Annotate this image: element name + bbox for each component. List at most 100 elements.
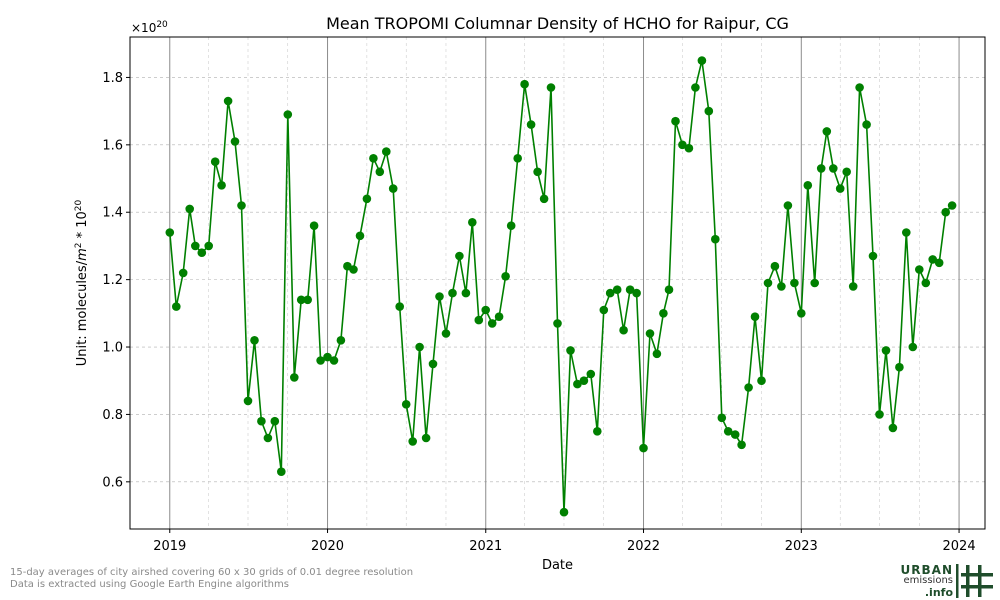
data-point xyxy=(810,278,819,288)
data-point xyxy=(513,154,522,163)
data-point xyxy=(612,285,622,295)
y-tick-label: 0.6 xyxy=(102,475,123,490)
data-point xyxy=(803,181,813,190)
data-point xyxy=(355,231,365,241)
data-point xyxy=(737,440,746,450)
data-point xyxy=(369,154,378,163)
data-point xyxy=(217,181,226,190)
y-tick-label: 1.8 xyxy=(102,71,123,86)
data-point xyxy=(448,288,457,298)
x-tick-label: 2019 xyxy=(153,539,186,554)
data-point xyxy=(763,278,773,288)
data-point xyxy=(421,433,431,443)
data-point xyxy=(553,319,562,328)
data-point xyxy=(711,234,720,244)
data-point xyxy=(546,83,556,92)
y-axis-label: Unit: molecules/m2 * 1020 xyxy=(74,199,90,366)
data-point xyxy=(704,106,714,116)
data-point xyxy=(270,416,280,426)
y-axis: 0.6 0.8 1.0 1.2 1.4 1.6 1.8 xyxy=(102,71,130,490)
data-point xyxy=(717,413,727,423)
data-point xyxy=(941,207,950,217)
data-point xyxy=(678,140,687,150)
data-point xyxy=(362,194,372,204)
data-point xyxy=(468,218,477,227)
data-point xyxy=(250,336,259,345)
data-point xyxy=(744,383,753,392)
data-point xyxy=(237,201,246,210)
data-point xyxy=(888,423,898,433)
series-markers xyxy=(165,56,957,517)
data-point xyxy=(263,433,273,443)
urbanemissions-logo: URBAN emissions .info xyxy=(898,562,998,600)
data-point xyxy=(520,79,529,89)
data-point xyxy=(329,356,339,365)
footnote-source: Data is extracted using Google Earth Eng… xyxy=(10,579,289,590)
chart-title: Mean TROPOMI Columnar Density of HCHO fo… xyxy=(326,14,789,33)
data-point xyxy=(797,309,806,318)
data-point xyxy=(848,282,858,291)
data-point xyxy=(586,369,596,379)
data-point xyxy=(323,352,332,362)
data-point xyxy=(934,258,944,268)
x-tick-label: 2022 xyxy=(627,539,660,554)
data-point xyxy=(697,56,707,65)
data-point xyxy=(664,285,674,295)
data-point xyxy=(908,342,918,352)
data-point xyxy=(539,194,549,204)
data-point xyxy=(862,120,871,129)
data-point xyxy=(455,251,464,261)
data-point xyxy=(481,305,491,315)
data-point xyxy=(395,302,405,311)
data-point xyxy=(599,305,609,315)
data-point xyxy=(277,467,286,477)
data-point xyxy=(783,201,793,210)
data-point xyxy=(526,120,536,129)
data-point xyxy=(303,295,313,305)
data-point xyxy=(947,201,957,210)
plot-frame xyxy=(129,36,986,530)
data-point xyxy=(487,319,497,328)
data-point xyxy=(210,157,220,166)
data-point xyxy=(902,228,911,237)
data-point xyxy=(185,204,194,214)
data-point xyxy=(822,127,832,136)
data-point xyxy=(579,376,589,386)
data-point xyxy=(625,285,635,295)
y-tick-label: 1.2 xyxy=(102,273,123,288)
data-point xyxy=(494,312,504,322)
data-point xyxy=(243,396,253,406)
data-point xyxy=(501,272,510,281)
data-point xyxy=(566,346,575,355)
data-point xyxy=(401,400,411,409)
data-point xyxy=(309,221,319,230)
data-point xyxy=(816,164,826,173)
data-point xyxy=(895,362,904,372)
logo-word-urban: URBAN xyxy=(900,563,953,577)
footnote-resolution: 15-day averages of city airshed covering… xyxy=(10,567,414,578)
data-point xyxy=(875,410,884,419)
data-point xyxy=(230,137,240,146)
x-tick-label: 2024 xyxy=(943,539,976,554)
data-point xyxy=(593,427,602,436)
year-divider-lines xyxy=(169,37,960,529)
data-point xyxy=(388,184,398,193)
y-tick-label: 1.6 xyxy=(102,138,123,153)
data-point xyxy=(172,302,181,311)
data-point xyxy=(915,265,924,274)
data-point xyxy=(619,325,628,335)
data-point xyxy=(290,373,299,382)
series-line xyxy=(169,60,953,513)
y-tick-label: 0.8 xyxy=(102,408,123,423)
data-point xyxy=(382,147,391,156)
data-point xyxy=(474,315,484,325)
logo-word-info: .info xyxy=(924,586,953,599)
x-axis: 2019 2020 2021 2022 2023 2024 xyxy=(153,529,976,554)
data-point xyxy=(257,416,266,426)
data-point xyxy=(842,167,851,177)
data-point xyxy=(165,228,175,237)
grid-lines xyxy=(130,37,985,529)
y-offset-label: ×1020 xyxy=(131,20,168,35)
data-point xyxy=(691,83,700,92)
data-point xyxy=(645,329,655,338)
